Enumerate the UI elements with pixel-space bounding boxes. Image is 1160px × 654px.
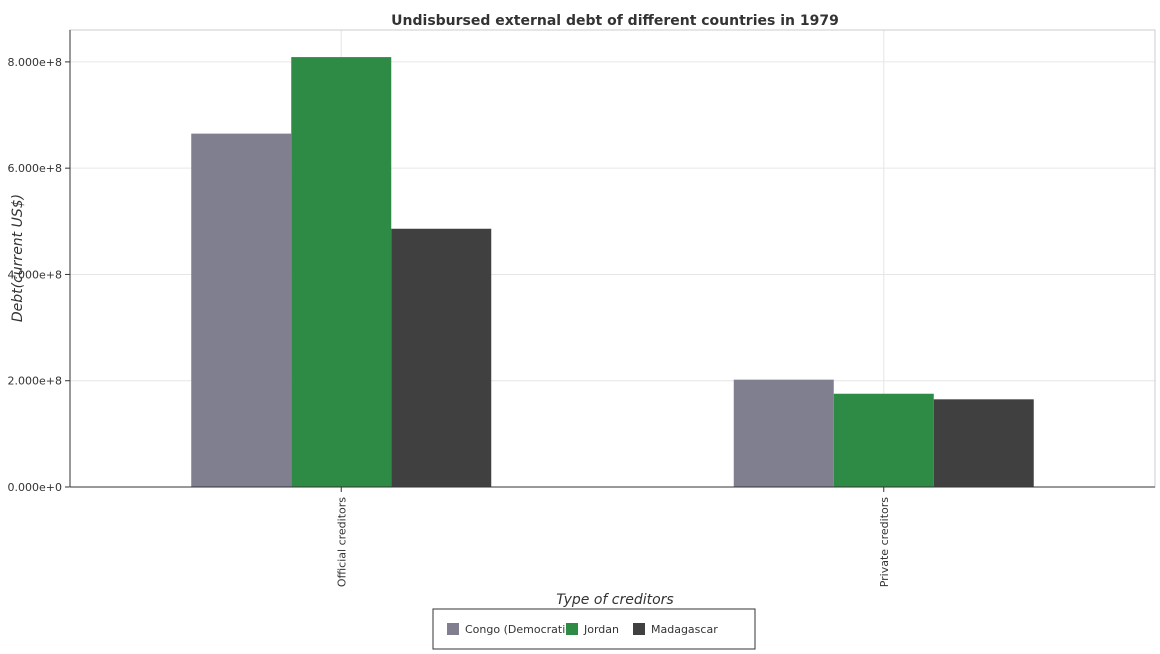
y-tick-label: 4.000e+8 — [8, 268, 62, 281]
bar-congo-democratic-0 — [191, 133, 292, 488]
chart-title: Undisbursed external debt of different c… — [391, 13, 839, 29]
bar-madagascar-1 — [933, 399, 1034, 487]
x-tick-label: Official creditors — [335, 497, 348, 587]
legend: Congo (Democratic) Jordan Madagascar — [432, 608, 756, 650]
y-axis-label: Debt(current US$) — [10, 194, 26, 322]
legend-swatch — [566, 623, 578, 635]
y-tick-label: 2.000e+8 — [8, 375, 62, 388]
legend-box — [432, 608, 756, 650]
legend-label: Madagascar — [651, 623, 718, 636]
legend-label: Jordan — [583, 623, 619, 636]
y-tick-label: 6.000e+8 — [8, 162, 62, 175]
bar-madagascar-0 — [391, 228, 492, 487]
bar-jordan-1 — [833, 393, 934, 487]
bar-jordan-0 — [291, 57, 392, 487]
legend-swatch — [447, 623, 459, 635]
y-tick-label: 0.000e+0 — [8, 481, 62, 494]
bar-congo-democratic-1 — [733, 379, 834, 487]
legend-label: Congo (Democratic) — [465, 623, 576, 636]
bars — [191, 57, 1034, 488]
y-tick-label: 8.000e+8 — [8, 56, 62, 69]
x-axis-label: Type of creditors — [556, 592, 673, 608]
axes: 0.000e+0 2.000e+8 4.000e+8 6.000e+8 8.000e+8… — [8, 29, 1156, 588]
legend-swatch — [633, 623, 645, 635]
x-tick-label: Private creditors — [878, 497, 891, 588]
